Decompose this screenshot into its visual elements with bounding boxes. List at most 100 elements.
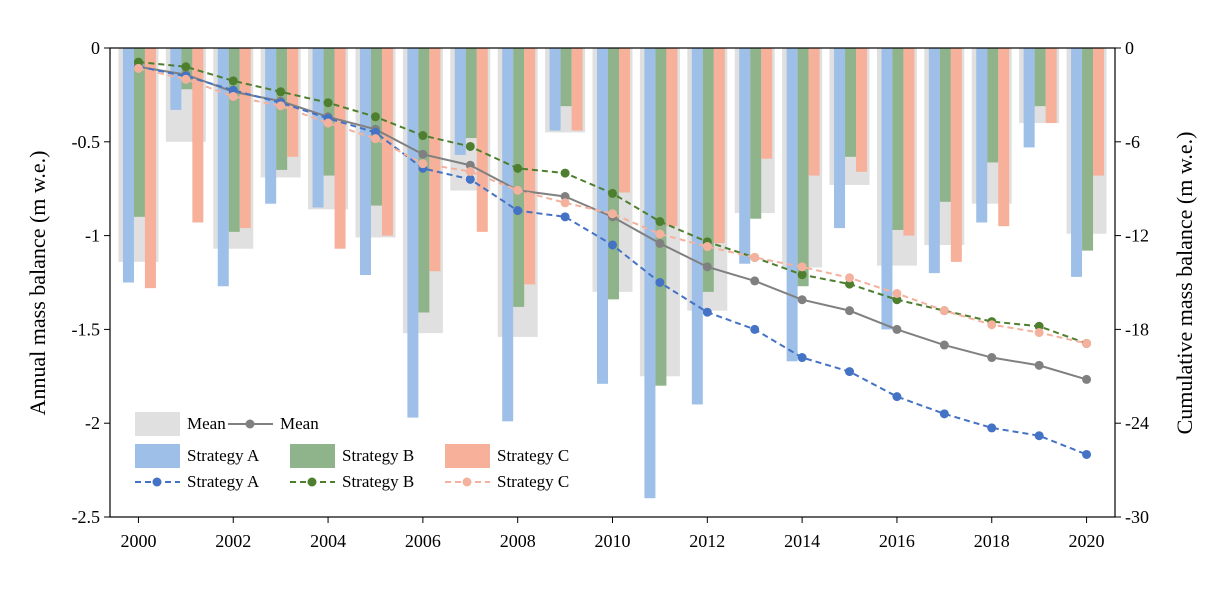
bar (786, 48, 798, 362)
bar (312, 48, 324, 208)
marker (1082, 449, 1092, 459)
bar (571, 48, 583, 131)
marker (939, 409, 949, 419)
legend-marker (245, 419, 255, 429)
y2-tick-label: -18 (1125, 319, 1149, 339)
marker (1034, 431, 1044, 441)
bar (560, 48, 572, 107)
bar (739, 48, 751, 264)
bar (170, 48, 182, 110)
bar (976, 48, 988, 223)
marker (418, 131, 428, 141)
marker (323, 118, 333, 128)
bar (998, 48, 1010, 227)
bar (1034, 48, 1046, 107)
marker (228, 91, 238, 101)
marker (845, 273, 855, 283)
legend-marker (152, 477, 162, 487)
x-tick-label: 2004 (310, 531, 346, 551)
bar (1023, 48, 1035, 148)
y-tick-label: -1 (85, 226, 100, 246)
marker (655, 217, 665, 227)
marker (276, 101, 286, 111)
marker (465, 167, 475, 177)
marker (655, 229, 665, 239)
y-axis-label: Annual mass balance (m w.e.) (25, 151, 50, 416)
bar (1045, 48, 1057, 124)
bar (122, 48, 134, 283)
marker (797, 353, 807, 363)
bar (217, 48, 229, 287)
marker (133, 63, 143, 73)
bar (228, 48, 240, 232)
bar (524, 48, 536, 285)
bar (928, 48, 940, 274)
x-tick-label: 2008 (500, 531, 536, 551)
marker (276, 87, 286, 97)
legend-label: Strategy C (497, 446, 569, 465)
marker (228, 76, 238, 86)
marker (702, 262, 712, 272)
marker (418, 149, 428, 159)
marker (465, 160, 475, 170)
marker (939, 306, 949, 316)
marker (608, 240, 617, 250)
marker (608, 188, 617, 198)
marker (750, 252, 760, 262)
marker (1082, 374, 1092, 384)
marker (418, 159, 428, 169)
bar (691, 48, 703, 405)
bar (465, 48, 477, 139)
marker (750, 324, 760, 334)
marker (560, 168, 570, 178)
bar (239, 48, 251, 229)
bar (597, 48, 608, 384)
bar (834, 48, 846, 229)
marker (370, 112, 380, 122)
x-tick-label: 2000 (120, 531, 156, 551)
bar (750, 48, 762, 219)
marker (892, 392, 902, 402)
bar (287, 48, 299, 157)
bar (144, 48, 156, 289)
bar (702, 48, 714, 292)
marker (750, 276, 760, 286)
y-tick-label: 0 (91, 38, 100, 58)
marker (513, 185, 523, 195)
bar (713, 48, 725, 244)
line (138, 67, 1087, 345)
y-tick-label: -2.5 (72, 507, 101, 527)
bar (133, 48, 145, 217)
legend-label: Strategy B (342, 446, 414, 465)
y-tick-label: -1.5 (72, 319, 101, 339)
bar (856, 48, 868, 172)
marker (608, 209, 617, 219)
marker (465, 174, 475, 184)
x-tick-label: 2010 (595, 531, 631, 551)
x-tick-label: 2002 (215, 531, 251, 551)
y-tick-label: -0.5 (72, 132, 101, 152)
y2-tick-label: -12 (1125, 226, 1149, 246)
marker (845, 279, 855, 289)
bar (666, 48, 678, 227)
marker (1034, 328, 1044, 338)
legend-swatch (135, 412, 180, 436)
legend-label: Strategy C (497, 472, 569, 491)
marker (845, 306, 855, 316)
bar (429, 48, 441, 272)
x-tick-label: 2018 (974, 531, 1010, 551)
marker (987, 423, 997, 433)
marker (560, 212, 570, 222)
marker (1034, 360, 1044, 370)
marker (1034, 321, 1044, 331)
bar (845, 48, 857, 157)
bar (950, 48, 962, 262)
y2-tick-label: -24 (1125, 413, 1149, 433)
bar (323, 48, 335, 176)
marker (797, 270, 807, 280)
marker (513, 163, 523, 173)
bar (903, 48, 915, 236)
marker (987, 320, 997, 330)
marker (181, 74, 191, 84)
